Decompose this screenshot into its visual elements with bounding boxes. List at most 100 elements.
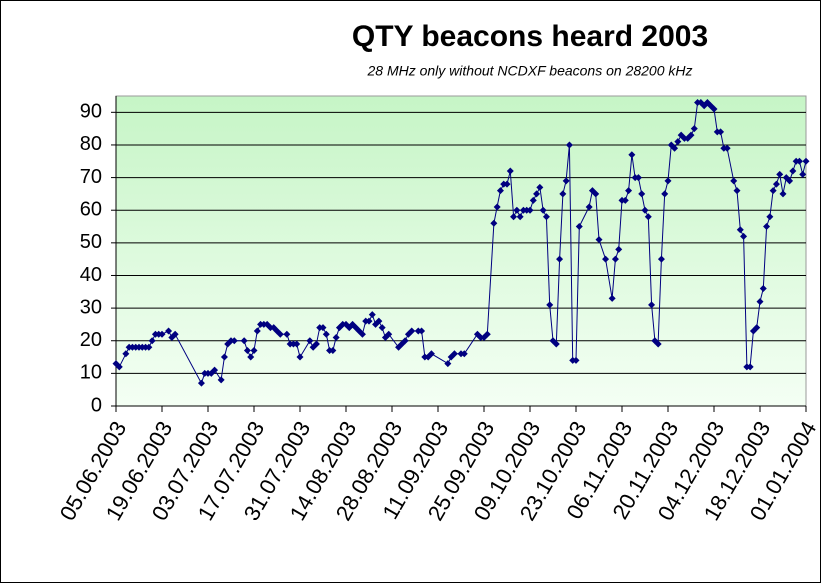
data-point: [763, 223, 771, 231]
data-point: [332, 333, 340, 341]
data-point: [529, 196, 537, 204]
data-point: [115, 363, 123, 371]
y-tick-label: 70: [80, 166, 102, 188]
plot-area: [115, 95, 807, 407]
data-point: [756, 298, 764, 306]
data-point: [319, 324, 327, 332]
chart-title: QTY beacons heard 2003: [352, 20, 708, 53]
data-point: [211, 366, 219, 374]
data-point: [657, 255, 665, 263]
data-point: [736, 226, 744, 234]
data-point: [220, 353, 228, 361]
data-point: [230, 337, 238, 345]
data-point: [375, 317, 383, 325]
data-point: [802, 157, 810, 165]
data-point: [634, 174, 642, 182]
data-point: [247, 353, 255, 361]
data-point: [368, 311, 376, 319]
data-point: [542, 213, 550, 221]
data-point: [615, 245, 623, 253]
y-tick-label: 90: [80, 101, 102, 123]
data-point: [145, 343, 153, 351]
data-point: [365, 317, 373, 325]
data-point: [293, 340, 301, 348]
data-point: [690, 125, 698, 133]
data-point: [654, 340, 662, 348]
data-point: [385, 330, 393, 338]
data-point: [661, 190, 669, 198]
data-point: [322, 330, 330, 338]
data-point: [628, 151, 636, 159]
data-point: [602, 255, 610, 263]
data-point: [460, 350, 468, 358]
data-point: [503, 180, 511, 188]
data-point: [506, 167, 514, 175]
data-point: [789, 167, 797, 175]
y-tick-label: 0: [91, 394, 102, 416]
data-point: [641, 206, 649, 214]
data-point: [779, 190, 787, 198]
data-point: [516, 213, 524, 221]
data-point: [786, 177, 794, 185]
data-point: [444, 360, 452, 368]
data-point: [243, 347, 251, 355]
data-point: [648, 301, 656, 309]
y-tick-label: 20: [80, 329, 102, 351]
data-point: [644, 213, 652, 221]
data-point: [552, 340, 560, 348]
data-point: [795, 157, 803, 165]
data-point: [776, 170, 784, 178]
data-point: [450, 350, 458, 358]
chart-subtitle: 28 MHz only without NCDXF beacons on 282…: [366, 63, 692, 79]
data-point: [671, 144, 679, 152]
data-point: [559, 190, 567, 198]
data-point: [197, 379, 205, 387]
data-point: [611, 255, 619, 263]
data-point: [148, 337, 156, 345]
data-point: [562, 177, 570, 185]
data-point: [710, 105, 718, 113]
data-point: [513, 206, 521, 214]
data-point: [296, 353, 304, 361]
data-point: [493, 203, 501, 211]
y-tick-label: 50: [80, 231, 102, 253]
data-point: [717, 128, 725, 136]
data-point: [746, 363, 754, 371]
data-point: [625, 187, 633, 195]
data-point: [608, 294, 616, 302]
y-tick-label: 80: [80, 133, 102, 155]
data-point: [418, 327, 426, 335]
data-point: [158, 330, 166, 338]
data-point: [276, 330, 284, 338]
data-point: [772, 180, 780, 188]
data-point: [664, 177, 672, 185]
y-tick-label: 30: [80, 296, 102, 318]
data-point: [546, 301, 554, 309]
data-point: [329, 347, 337, 355]
data-point: [533, 190, 541, 198]
data-point: [240, 337, 248, 345]
data-point: [799, 170, 807, 178]
data-point: [585, 203, 593, 211]
data-point: [733, 187, 741, 195]
data-point: [122, 350, 130, 358]
y-tick-label: 10: [80, 362, 102, 384]
data-point: [490, 219, 498, 227]
data-point: [687, 131, 695, 139]
data-point: [217, 376, 225, 384]
data-point: [638, 190, 646, 198]
y-tick-label: 60: [80, 198, 102, 220]
data-point: [496, 187, 504, 195]
data-point: [556, 255, 564, 263]
data-point: [575, 223, 583, 231]
data-point: [312, 340, 320, 348]
data-point: [595, 236, 603, 244]
data-point: [427, 350, 435, 358]
data-point: [378, 324, 386, 332]
data-point: [526, 206, 534, 214]
data-point: [730, 177, 738, 185]
data-point: [740, 232, 748, 240]
data-point: [171, 330, 179, 338]
data-point: [539, 206, 547, 214]
